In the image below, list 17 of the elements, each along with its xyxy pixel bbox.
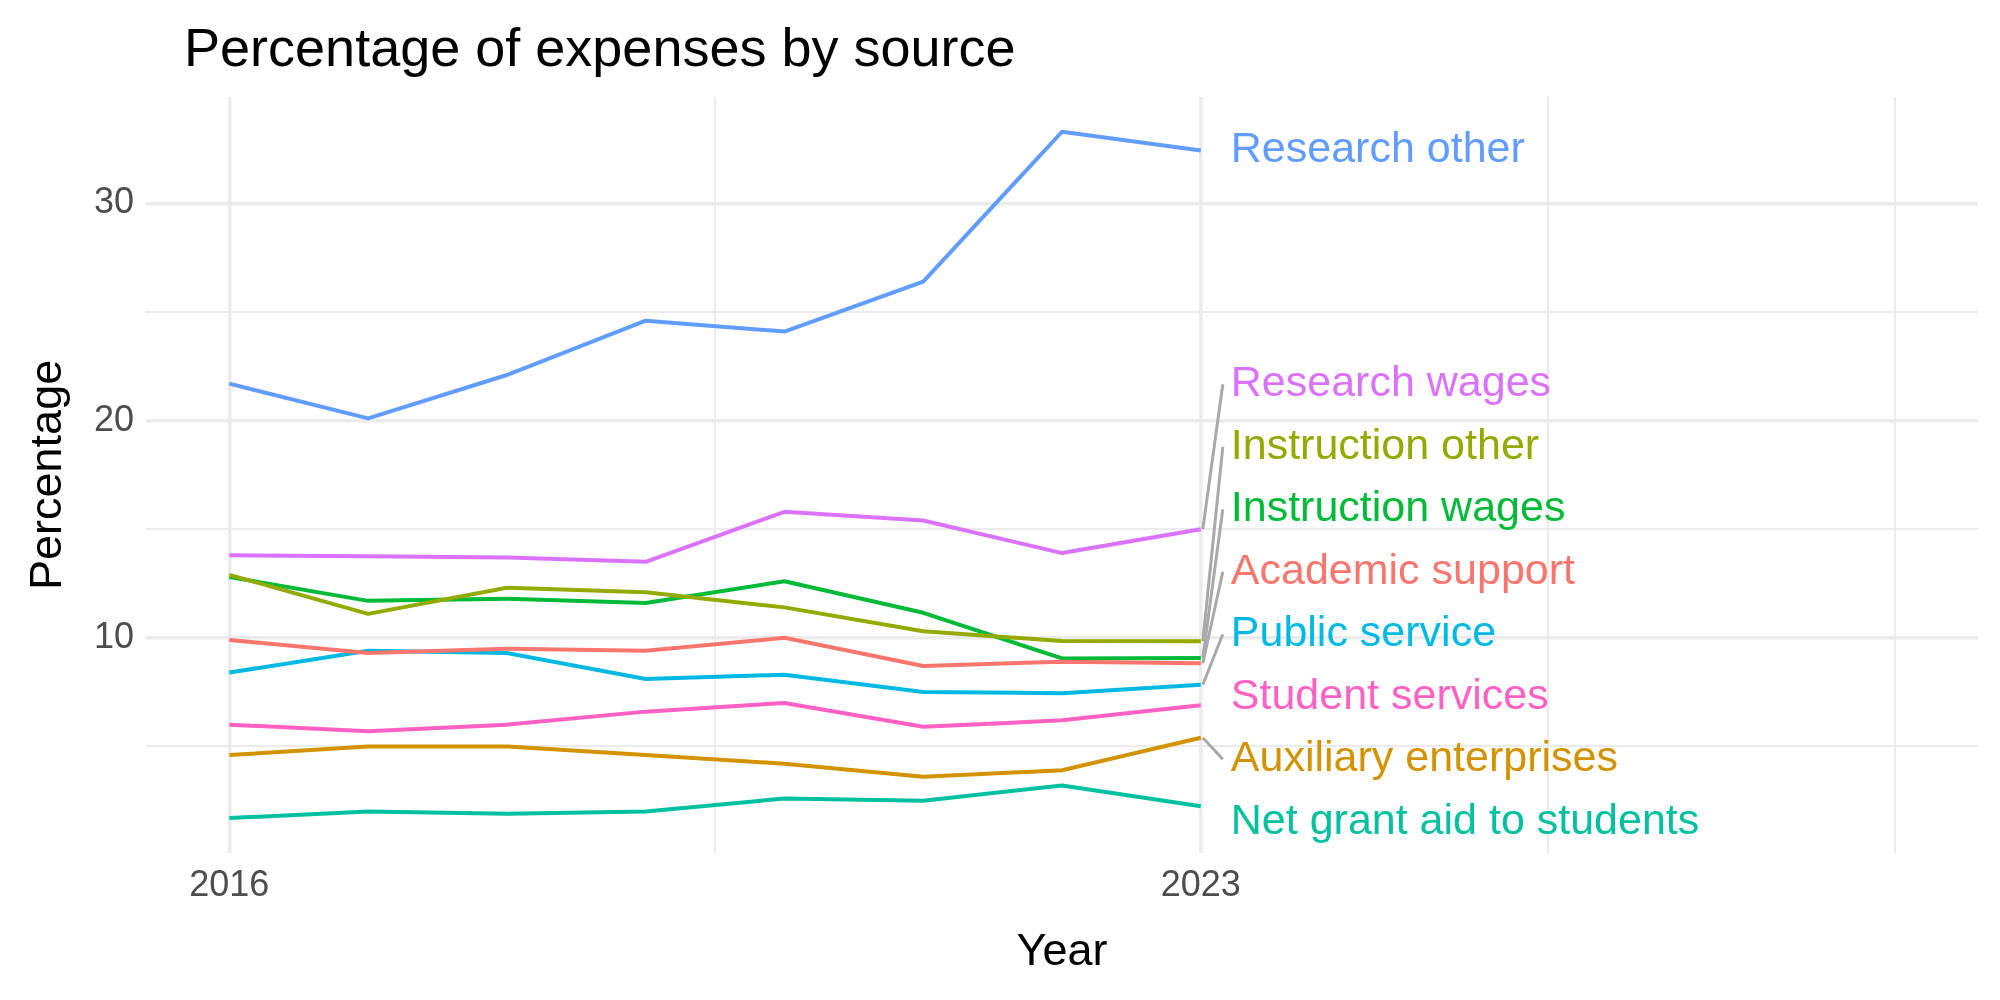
text: Research wages <box>1230 357 1552 406</box>
y-tick-label: 20 <box>94 397 135 439</box>
x-tick-label: 2016 <box>189 863 270 905</box>
text: Instruction wages <box>1230 482 1566 531</box>
series-label: Research other <box>1230 123 1525 172</box>
chart-title: Percentage of expenses by source <box>184 17 1016 77</box>
x-tick-label: 2023 <box>1160 863 1241 905</box>
y-tick-label: 30 <box>94 180 135 222</box>
x-axis-title: Year <box>1016 924 1108 976</box>
series-label: Auxiliary enterprises <box>1230 732 1618 781</box>
series-label: Student services <box>1230 669 1549 718</box>
y-tick-label: 10 <box>94 614 135 656</box>
series-label: Academic support <box>1230 544 1576 593</box>
text: Instruction other <box>1230 419 1540 468</box>
series-label: Public service <box>1230 607 1497 656</box>
series-label: Net grant aid to students <box>1230 794 1700 843</box>
y-axis-title: Percentage <box>20 359 72 590</box>
